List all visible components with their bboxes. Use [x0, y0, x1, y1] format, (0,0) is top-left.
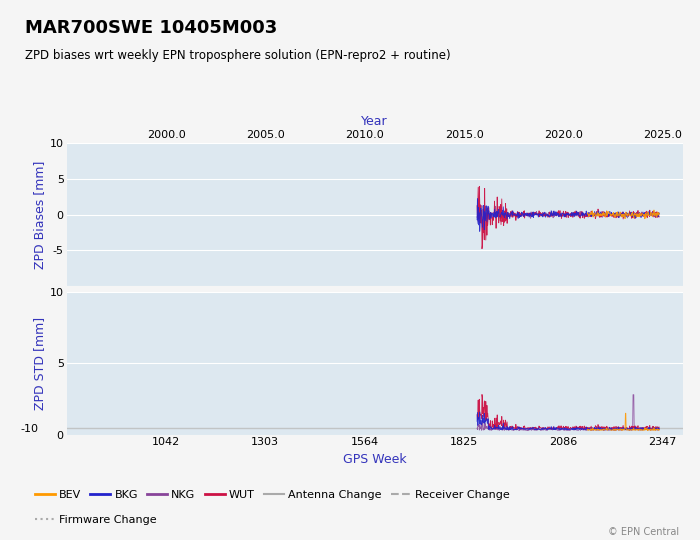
- Y-axis label: ZPD STD [mm]: ZPD STD [mm]: [33, 316, 46, 410]
- Text: MAR700SWE 10405M003: MAR700SWE 10405M003: [25, 19, 276, 37]
- Text: ZPD biases wrt weekly EPN troposphere solution (EPN-repro2 + routine): ZPD biases wrt weekly EPN troposphere so…: [25, 49, 450, 62]
- X-axis label: Year: Year: [361, 115, 388, 128]
- X-axis label: GPS Week: GPS Week: [343, 453, 406, 466]
- Legend: Firmware Change: Firmware Change: [30, 510, 161, 529]
- Text: © EPN Central: © EPN Central: [608, 527, 679, 537]
- Legend: BEV, BKG, NKG, WUT, Antenna Change, Receiver Change: BEV, BKG, NKG, WUT, Antenna Change, Rece…: [30, 486, 514, 505]
- Text: -10: -10: [21, 424, 38, 434]
- Y-axis label: ZPD Biases [mm]: ZPD Biases [mm]: [33, 160, 46, 269]
